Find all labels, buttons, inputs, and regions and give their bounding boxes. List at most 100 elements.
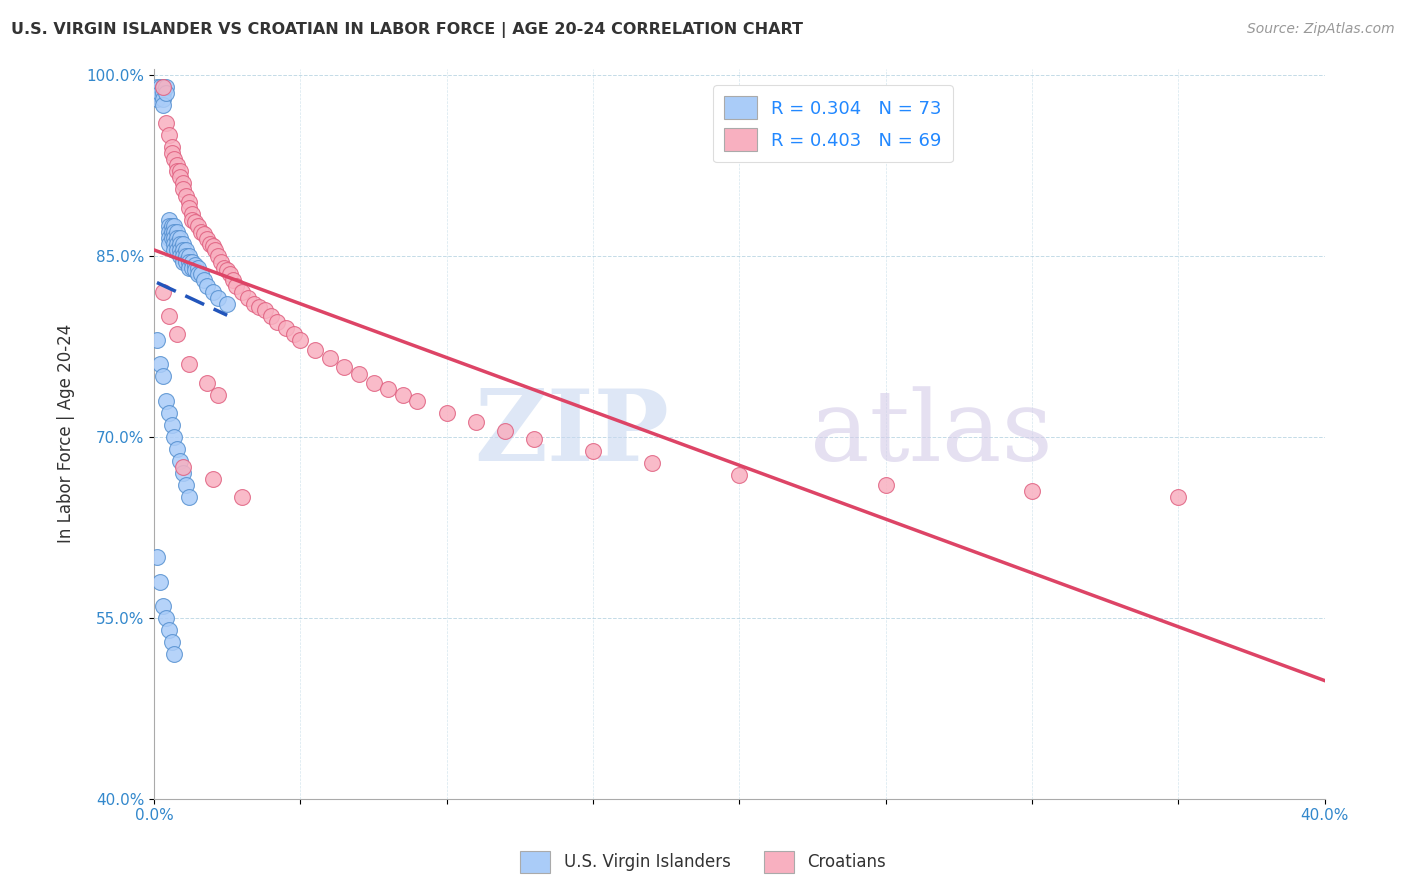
Point	[149, 358, 172, 372]
Point	[193, 227, 215, 241]
Point	[152, 79, 174, 94]
Point	[169, 236, 191, 251]
Point	[436, 406, 458, 420]
Point	[157, 212, 180, 227]
Point	[172, 249, 194, 263]
Point	[207, 387, 229, 401]
Point	[157, 128, 180, 143]
Point	[465, 415, 488, 429]
Point	[195, 279, 218, 293]
Point	[155, 86, 177, 100]
Point	[160, 146, 183, 161]
Point	[187, 267, 209, 281]
Point	[318, 351, 340, 366]
Point	[219, 267, 242, 281]
Point	[304, 343, 326, 357]
Point	[166, 236, 188, 251]
Point	[166, 231, 188, 245]
Point	[146, 79, 169, 94]
Text: atlas: atlas	[810, 386, 1052, 482]
Point	[274, 321, 297, 335]
Point	[152, 599, 174, 613]
Point	[1167, 490, 1189, 504]
Point	[260, 309, 283, 323]
Point	[283, 327, 305, 342]
Point	[201, 239, 224, 253]
Point	[347, 367, 370, 381]
Point	[184, 259, 207, 273]
Point	[377, 382, 399, 396]
Point	[160, 417, 183, 432]
Point	[149, 86, 172, 100]
Point	[193, 273, 215, 287]
Point	[152, 86, 174, 100]
Point	[222, 273, 245, 287]
Point	[163, 219, 186, 233]
Point	[163, 231, 186, 245]
Point	[157, 225, 180, 239]
Point	[174, 249, 197, 263]
Point	[640, 456, 662, 470]
Point	[242, 297, 264, 311]
Point	[207, 291, 229, 305]
Point	[582, 444, 605, 458]
Point	[166, 243, 188, 257]
Y-axis label: In Labor Force | Age 20-24: In Labor Force | Age 20-24	[58, 324, 75, 543]
Point	[169, 164, 191, 178]
Point	[166, 225, 188, 239]
Point	[169, 243, 191, 257]
Point	[406, 393, 429, 408]
Point	[728, 468, 751, 483]
Point	[160, 140, 183, 154]
Point	[166, 158, 188, 172]
Point	[166, 442, 188, 456]
Text: ZIP: ZIP	[474, 385, 669, 483]
Point	[160, 635, 183, 649]
Point	[152, 79, 174, 94]
Point	[179, 358, 201, 372]
Point	[179, 201, 201, 215]
Point	[169, 249, 191, 263]
Point	[217, 263, 239, 277]
Point	[157, 219, 180, 233]
Point	[174, 255, 197, 269]
Point	[166, 164, 188, 178]
Legend: U.S. Virgin Islanders, Croatians: U.S. Virgin Islanders, Croatians	[513, 845, 893, 880]
Point	[163, 243, 186, 257]
Point	[179, 490, 201, 504]
Point	[217, 297, 239, 311]
Point	[179, 255, 201, 269]
Point	[290, 334, 312, 348]
Point	[179, 249, 201, 263]
Point	[149, 574, 172, 589]
Point	[209, 255, 232, 269]
Point	[1021, 484, 1043, 499]
Point	[146, 86, 169, 100]
Point	[163, 153, 186, 167]
Point	[146, 92, 169, 106]
Point	[195, 376, 218, 390]
Point	[181, 206, 204, 220]
Point	[190, 225, 212, 239]
Point	[160, 231, 183, 245]
Point	[181, 255, 204, 269]
Point	[166, 327, 188, 342]
Point	[236, 291, 259, 305]
Point	[157, 309, 180, 323]
Point	[157, 406, 180, 420]
Point	[146, 334, 169, 348]
Point	[231, 285, 253, 299]
Point	[155, 116, 177, 130]
Point	[152, 98, 174, 112]
Point	[174, 478, 197, 492]
Point	[195, 232, 218, 246]
Point	[172, 177, 194, 191]
Point	[146, 550, 169, 565]
Point	[184, 215, 207, 229]
Point	[179, 194, 201, 209]
Point	[163, 225, 186, 239]
Point	[172, 255, 194, 269]
Text: Source: ZipAtlas.com: Source: ZipAtlas.com	[1247, 22, 1395, 37]
Point	[187, 219, 209, 233]
Point	[266, 315, 288, 329]
